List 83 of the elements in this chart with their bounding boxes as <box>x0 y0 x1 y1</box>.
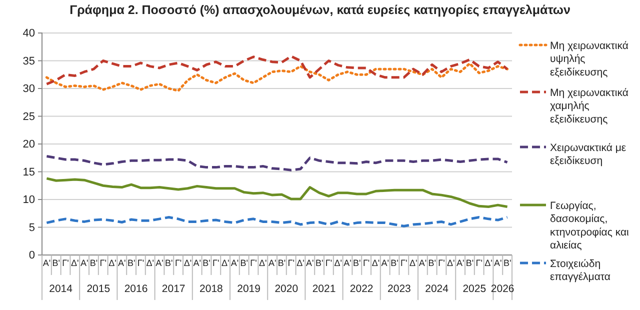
x-tick-label: Γ' <box>62 258 70 268</box>
x-tick-label: Δ' <box>484 258 493 268</box>
y-tick-label: 5 <box>28 222 35 234</box>
x-tick-label: Γ' <box>250 258 258 268</box>
x-tick-label: Β' <box>390 258 399 268</box>
x-tick-label: Γ' <box>438 258 446 268</box>
y-tick-label: 15 <box>22 166 35 178</box>
x-tick-label: Δ' <box>184 258 192 268</box>
text: 2025 <box>462 283 486 295</box>
x-tick-label: Β' <box>428 258 436 268</box>
x-tick-label: Δ' <box>447 258 456 268</box>
legend-label: Μη χειρωνακτικά υψηλής εξειδίκευσης <box>550 40 628 78</box>
x-tick-label: Δ' <box>221 258 230 268</box>
line-series <box>45 177 509 208</box>
text: 2017 <box>162 283 186 295</box>
legend-label: Στοιχειώδη επαγγέλματα <box>550 258 610 284</box>
x-tick-label: Γ' <box>212 258 220 268</box>
y-tick-label: 30 <box>22 83 35 96</box>
x-tick-label: Γ' <box>325 258 332 268</box>
x-tick-label: Β' <box>315 258 324 268</box>
x-tick-label: Γ' <box>400 258 408 268</box>
text: 2021 <box>312 283 336 295</box>
legend-label: Μη χειρωνακτικά χαμηλής εξειδίκευσης <box>550 87 628 126</box>
x-tick-label: Δ' <box>409 258 418 268</box>
y-tick-label: 0 <box>28 250 35 262</box>
y-tick-label: 40 <box>22 28 35 40</box>
x-tick-label: Β' <box>278 258 286 268</box>
x-tick-label: Α' <box>381 258 390 268</box>
x-tick-label: Α' <box>156 258 164 268</box>
text: 2015 <box>86 283 110 295</box>
x-tick-label: Β' <box>353 258 362 268</box>
x-tick-label: Δ' <box>259 258 268 268</box>
text: 2024 <box>425 283 449 295</box>
text: 2020 <box>274 283 298 295</box>
x-tick-label: Α' <box>456 258 464 268</box>
x-tick-label: Γ' <box>100 258 107 268</box>
line-series <box>45 154 509 172</box>
x-tick-label: Δ' <box>334 258 342 268</box>
x-tick-label: Δ' <box>146 258 154 268</box>
line-series <box>45 216 509 228</box>
line-series <box>45 62 509 92</box>
x-tick-label: Β' <box>503 258 512 268</box>
text: 2019 <box>237 283 261 295</box>
x-tick-label: Α' <box>268 258 276 268</box>
legend-label: Γεωργίας, δασοκομίας, κτηνοτροφίας και αλιείας <box>550 200 630 252</box>
x-tick-label: Α' <box>42 258 51 268</box>
chart-title: Γράφημα 2. Ποσοστό (%) απασχολουμένων, κατά ευρείες κατηγορίες επαγγελμάτων <box>70 3 570 17</box>
x-tick-label: Α' <box>494 258 502 268</box>
x-tick-label: Α' <box>193 258 202 268</box>
x-tick-label: Α' <box>118 258 126 268</box>
x-tick-label: Α' <box>306 258 314 268</box>
x-tick-label: Δ' <box>296 258 305 268</box>
text: 2014 <box>49 283 73 295</box>
legend-label: Χειρωνακτικά με εξειδίκευση <box>550 142 626 168</box>
x-tick-label: Γ' <box>362 258 370 268</box>
x-tick-label: Δ' <box>372 258 380 268</box>
x-tick-label: Β' <box>165 258 174 268</box>
x-tick-label: Β' <box>127 258 136 268</box>
line-series <box>45 55 509 86</box>
x-tick-label: Α' <box>230 258 239 268</box>
text: 2023 <box>388 283 412 295</box>
y-tick-label: 20 <box>22 138 35 151</box>
x-tick-label: Β' <box>466 258 474 268</box>
x-tick-label: Γ' <box>476 258 483 268</box>
x-tick-label: Β' <box>240 258 248 268</box>
y-tick-label: 35 <box>22 55 35 68</box>
text: 2026 <box>490 283 514 295</box>
text: 2022 <box>350 283 374 295</box>
x-tick-label: Δ' <box>71 258 80 268</box>
text: 2016 <box>124 283 148 295</box>
text: 2018 <box>200 283 224 295</box>
x-tick-label: Α' <box>344 258 352 268</box>
x-tick-label: Β' <box>90 258 98 268</box>
x-tick-label: Δ' <box>108 258 117 268</box>
x-tick-label: Β' <box>202 258 211 268</box>
x-tick-label: Α' <box>418 258 427 268</box>
y-tick-label: 10 <box>22 194 35 206</box>
x-tick-label: Α' <box>80 258 88 268</box>
y-tick-label: 25 <box>22 110 35 123</box>
x-tick-label: Γ' <box>288 258 295 268</box>
x-tick-label: Γ' <box>174 258 182 268</box>
x-tick-label: Β' <box>52 258 60 268</box>
x-tick-label: Γ' <box>137 258 144 268</box>
